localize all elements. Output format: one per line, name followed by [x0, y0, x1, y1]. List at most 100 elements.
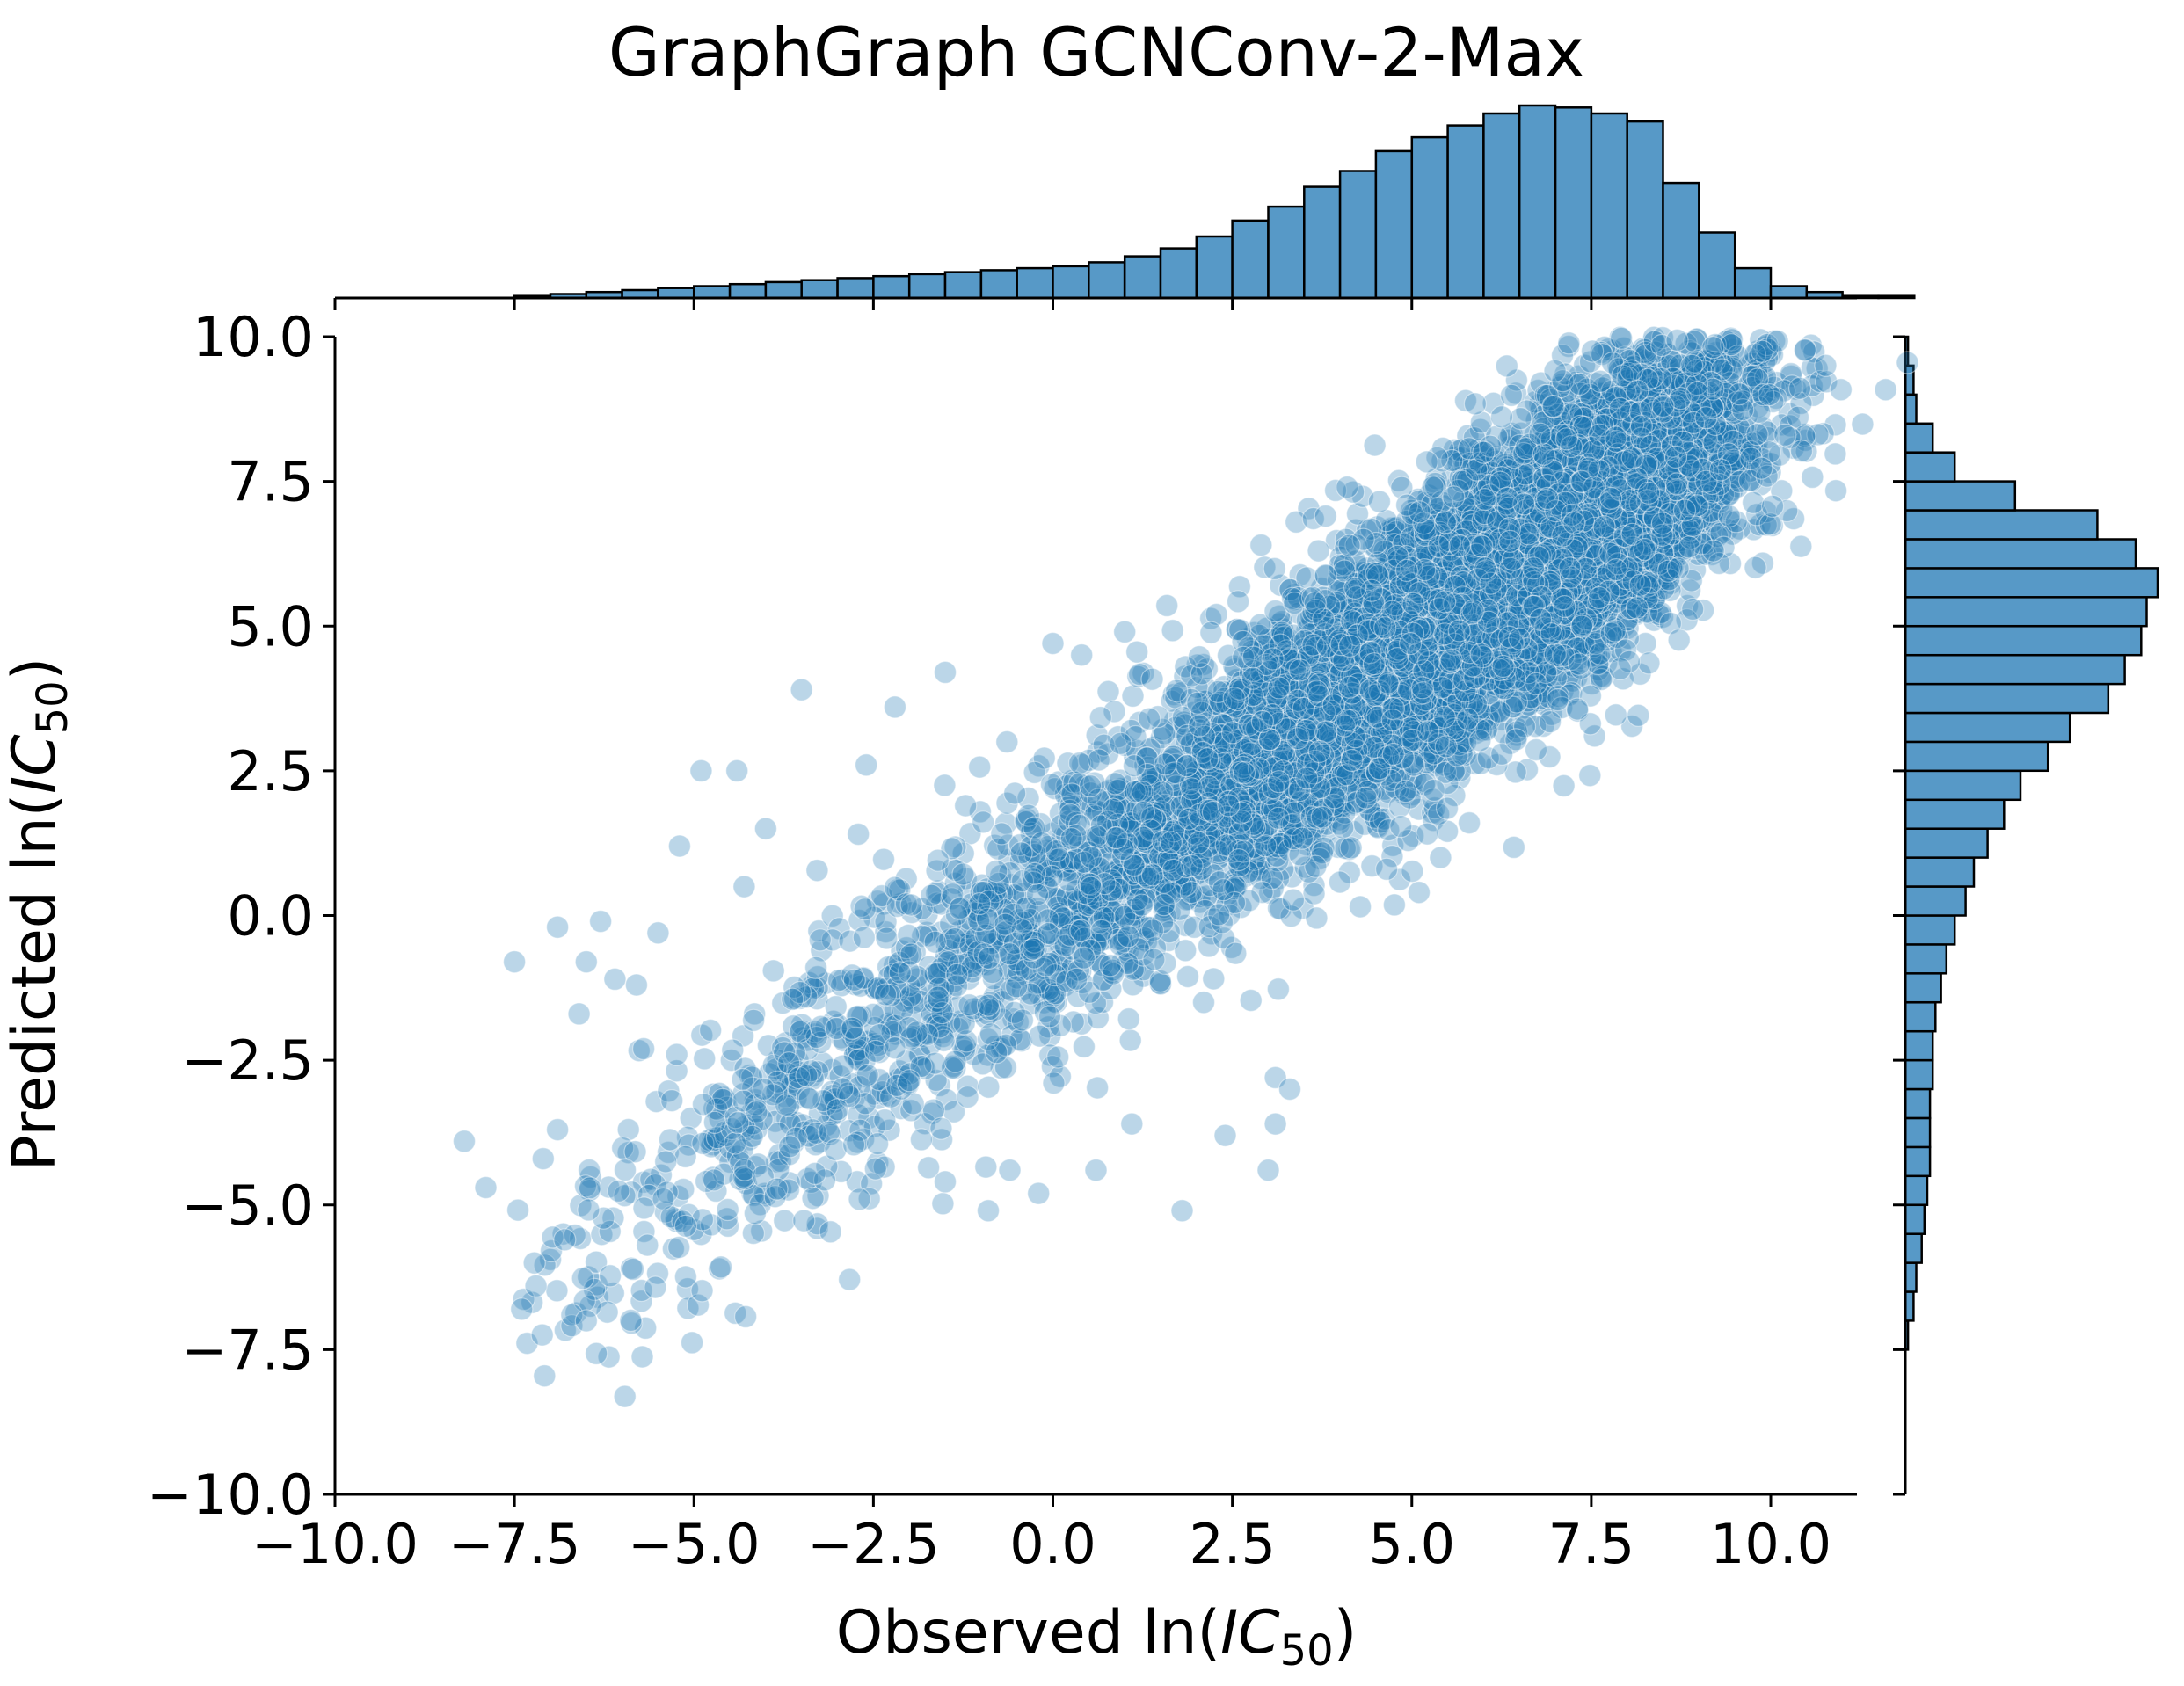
marginal-x-bar: [730, 284, 766, 298]
marginal-y-bar: [1905, 800, 2004, 829]
marginal-x-bar: [873, 276, 909, 298]
marginal-x-bar: [1017, 268, 1053, 298]
marginal-x-histogram: [514, 105, 1914, 298]
scatter-point: [614, 1385, 636, 1407]
marginal-y-bar: [1905, 568, 2158, 597]
scatter-point: [921, 884, 943, 906]
scatter-point: [1611, 327, 1633, 349]
scatter-point: [659, 1129, 681, 1151]
marginal-x-bar: [1053, 266, 1089, 298]
scatter-point: [722, 1039, 744, 1061]
marginal-x-bar: [1125, 257, 1161, 298]
marginal-x-bar: [658, 288, 694, 298]
marginal-y-bar: [1905, 540, 2136, 569]
scatter-point: [742, 1223, 764, 1245]
marginal-x-bar: [1483, 113, 1519, 298]
marginal-x-bar: [1269, 207, 1305, 298]
marginal-y-bar: [1905, 1060, 1933, 1089]
marginal-y-bar: [1905, 858, 1974, 887]
marginal-x-bar: [1340, 171, 1376, 299]
scatter-point: [1496, 355, 1518, 377]
scatter-point: [932, 1193, 954, 1215]
scatter-point: [1383, 894, 1405, 916]
scatter-point: [534, 1365, 556, 1387]
marginal-x-bar: [1735, 268, 1771, 298]
marginal-x-bar: [766, 282, 802, 298]
scatter-point: [1097, 680, 1119, 702]
scatter-points: [454, 326, 1919, 1407]
scatter-point: [1553, 774, 1575, 796]
marginal-y-bar: [1905, 1002, 1935, 1031]
scatter-point: [1503, 836, 1525, 858]
marginal-x-bar: [1699, 233, 1735, 299]
scatter-point: [1122, 685, 1144, 707]
marginal-x-bar: [1376, 151, 1412, 298]
marginal-y-bar: [1905, 1147, 1930, 1176]
marginal-y-bar: [1905, 944, 1947, 973]
scatter-point: [546, 1280, 568, 1302]
marginal-x-bar: [909, 274, 945, 298]
scatter-point: [507, 1199, 529, 1221]
scatter-point: [631, 1346, 653, 1368]
marginal-y-bar: [1905, 887, 1966, 916]
marginal-y-bar: [1905, 771, 2020, 800]
marginal-x-bar: [1519, 105, 1555, 298]
marginal-y-bar: [1905, 424, 1933, 453]
scatter-point: [978, 1076, 1000, 1098]
marginal-y-bar: [1905, 1234, 1922, 1263]
scatter-point: [1161, 620, 1183, 642]
marginal-x-ticks: [335, 298, 1771, 310]
marginal-x-bar: [1663, 183, 1700, 298]
marginal-y-bar: [1905, 1205, 1925, 1234]
marginal-x-bar: [1412, 137, 1448, 298]
scatter-point: [957, 1086, 979, 1108]
scatter-point: [873, 848, 895, 870]
scatter-point: [1141, 668, 1163, 690]
scatter-point: [1682, 599, 1704, 621]
marginal-x-bar: [1555, 107, 1591, 298]
scatter-point: [1126, 641, 1148, 663]
chart-title: GraphGraph GCNConv-2-Max: [608, 13, 1584, 91]
marginal-y-bar: [1905, 1263, 1917, 1292]
scatter-point: [1306, 907, 1328, 929]
scatter-point: [969, 756, 991, 778]
scatter-point: [531, 1324, 553, 1346]
marginal-y-histogram: [1905, 337, 2158, 1349]
scatter-point: [1605, 704, 1627, 726]
marginal-x-bar: [1088, 262, 1125, 298]
marginal-x-bar: [981, 270, 1017, 298]
scatter-point: [1340, 837, 1362, 859]
marginal-x-bar: [1304, 187, 1340, 298]
marginal-y-bar: [1905, 511, 2097, 540]
marginal-x-bar: [1627, 121, 1663, 298]
marginal-x-bar: [1771, 287, 1807, 299]
marginal-x-bar: [945, 273, 981, 298]
marginal-x-bar: [694, 287, 730, 299]
marginal-y-bar: [1905, 1031, 1933, 1060]
marginal-x-bar: [838, 278, 874, 298]
scatter-point: [1119, 1029, 1141, 1051]
scatter-point: [700, 1020, 722, 1042]
marginal-y-bar: [1905, 395, 1917, 424]
marginal-y-bar: [1905, 453, 1955, 482]
scatter-point: [1794, 339, 1816, 361]
scatter-point: [806, 860, 828, 882]
marginal-y-bar: [1905, 973, 1941, 1002]
marginal-y-bar: [1905, 626, 2141, 655]
marginal-y-ticks: [1893, 337, 1905, 1494]
scatter-point: [586, 1342, 608, 1364]
marginal-y-bar: [1905, 1118, 1930, 1147]
marginal-y-bar: [1905, 684, 2108, 713]
marginal-x-bar: [1448, 126, 1484, 298]
marginal-x-bar: [802, 280, 838, 298]
scatter-point: [633, 1197, 655, 1219]
marginal-x-bar: [1161, 249, 1197, 298]
marginal-y-bar: [1905, 742, 2048, 771]
marginal-y-bar: [1905, 916, 1955, 945]
marginal-y-bar: [1905, 713, 2070, 742]
marginal-y-bar: [1905, 655, 2125, 684]
marginal-y-bar: [1905, 597, 2147, 626]
marginal-x-bar: [1879, 296, 1915, 298]
